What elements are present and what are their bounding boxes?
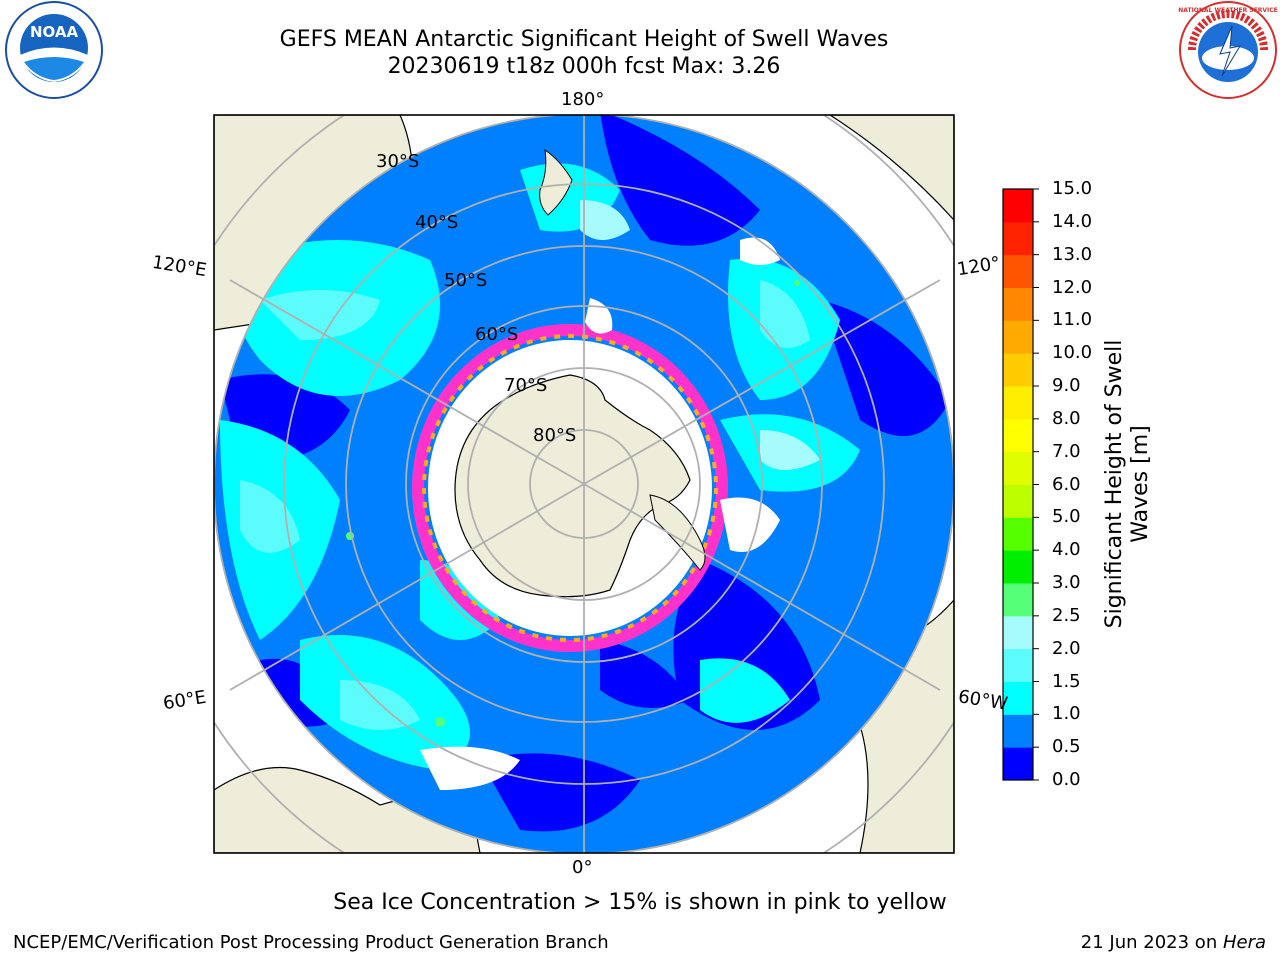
colorbar-segment [1003, 747, 1033, 781]
colorbar-segment [1003, 550, 1033, 584]
colorbar-tick-label: 11.0 [1052, 309, 1093, 331]
colorbar-tick-label: 3.0 [1052, 572, 1081, 593]
chart-subtitle: 20230619 t18z 000h fcst Max: 3.26 [387, 54, 781, 79]
colorbar-tick-label: 9.0 [1052, 375, 1081, 396]
chart-title: GEFS MEAN Antarctic Significant Height o… [279, 27, 889, 52]
antarctic-peninsula [649, 494, 706, 571]
colorbar-segment [1003, 615, 1033, 650]
nws-logo: NATIONAL WEATHER SERVICE [1178, 1, 1278, 99]
sea-ice-note: Sea Ice Concentration > 15% is shown in … [333, 890, 947, 915]
colorbar-segment [1003, 320, 1033, 354]
lon-label-180: 180° [561, 89, 605, 110]
colorbar-tick-label: 7.0 [1052, 440, 1081, 462]
colorbar-tick-label: 14.0 [1052, 210, 1093, 232]
colorbar-title-line2: Waves [m] [1128, 425, 1153, 543]
noaa-logo-text: NOAA [30, 23, 79, 41]
footer-host: Hera [1222, 932, 1266, 953]
colorbar [1003, 188, 1039, 781]
colorbar-tick-label: 2.5 [1052, 604, 1081, 626]
colorbar-segment [1003, 254, 1033, 288]
colorbar-segment [1003, 714, 1033, 748]
colorbar-segment [1003, 451, 1033, 485]
colorbar-segment [1003, 648, 1033, 682]
lat-label-70s: 70°S [504, 375, 548, 396]
colorbar-segment [1003, 189, 1033, 223]
colorbar-segment [1003, 583, 1033, 617]
footer-date-text: 21 Jun 2023 on [1080, 932, 1223, 953]
colorbar-segment [1003, 287, 1033, 321]
graticule [214, 115, 954, 853]
footer-date: 21 Jun 2023 on Hera [1081, 932, 1266, 953]
colorbar-tick-label: 4.0 [1052, 539, 1081, 561]
noaa-logo: NOAA [5, 1, 103, 99]
colorbar-title-line1: Significant Height of Swell [1102, 339, 1127, 629]
colorbar-segment [1003, 484, 1033, 518]
colorbar-tick-label: 0.0 [1052, 769, 1081, 790]
colorbar-segment [1003, 221, 1033, 256]
colorbar-segment [1003, 418, 1033, 453]
colorbar-segment [1003, 681, 1033, 715]
lat-label-50s: 50°S [444, 270, 488, 291]
colorbar-tick-label: 2.0 [1052, 637, 1081, 659]
colorbar-tick-label: 0.5 [1052, 736, 1081, 758]
colorbar-tick-label: 10.0 [1052, 342, 1093, 364]
colorbar-segment [1003, 386, 1033, 420]
map-frame [213, 114, 955, 854]
lat-label-60s: 60°S [475, 324, 519, 345]
lon-label-0: 0° [572, 857, 593, 878]
colorbar-frame [1002, 188, 1034, 781]
colorbar-tick-label: 8.0 [1052, 407, 1081, 429]
colorbar-tick-label: 12.0 [1052, 276, 1093, 298]
antarctica-land [454, 374, 691, 598]
colorbar-tick-label: 1.0 [1052, 703, 1081, 725]
lat-label-40s: 40°S [415, 212, 459, 233]
colorbar-tick-label: 5.0 [1052, 506, 1081, 528]
colorbar-tick-label: 15.0 [1052, 178, 1093, 199]
colorbar-segment [1003, 517, 1033, 551]
colorbar-tick-label: 6.0 [1052, 473, 1081, 495]
colorbar-segment [1003, 353, 1033, 387]
colorbar-tick-label: 13.0 [1052, 243, 1093, 265]
nws-logo-text: NATIONAL WEATHER SERVICE [1178, 7, 1277, 14]
new-zealand-land [539, 148, 573, 216]
colorbar-tick-label: 1.5 [1052, 670, 1081, 692]
footer-credit: NCEP/EMC/Verification Post Processing Pr… [13, 932, 609, 953]
lat-label-80s: 80°S [533, 425, 577, 446]
lat-label-30s: 30°S [376, 151, 420, 172]
